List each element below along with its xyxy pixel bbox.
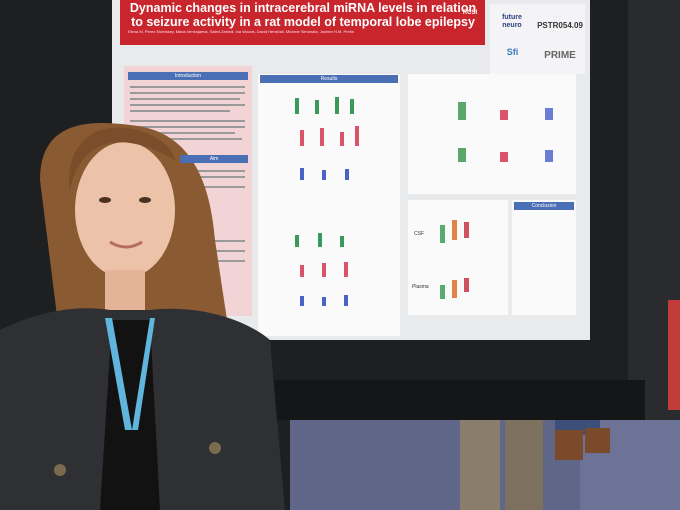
face [75,142,175,278]
poster-title: Dynamic changes in intracerebral miRNA l… [129,1,477,29]
eye [99,197,111,203]
section-header: Results [260,75,398,83]
section-header: Aim [180,155,248,163]
results-panel [408,200,508,315]
logo-area [490,4,585,74]
shoe [585,428,610,453]
results-panel [258,74,400,336]
section-header: Introduction [128,72,248,80]
frame [265,380,645,420]
button [209,442,221,454]
figure-label: Plasma [412,284,429,290]
neck [105,270,145,315]
figure-label: CSF [414,231,424,237]
title-banner [120,0,485,45]
poster-id: PSTR054.09 [537,21,583,30]
hair [69,127,175,190]
legs [505,405,543,510]
lanyard [105,318,155,430]
shoe [555,430,583,460]
results-panel [408,74,576,194]
conclusion-panel [512,200,576,315]
poster-authors: Elena M. Perez Morrissey, Maria Venkojae… [128,29,355,34]
section-header: Conclusion [514,202,574,210]
logo: future neuro [502,14,522,29]
logo: Sfi [506,47,519,57]
mini-charts [295,97,553,306]
legs [460,405,500,510]
mouth [109,240,143,249]
button [54,464,66,476]
eye [139,197,151,203]
logo: RCSI [462,10,478,16]
logo: PRIME [544,50,576,61]
text-lines [130,86,245,262]
sign [668,300,680,410]
